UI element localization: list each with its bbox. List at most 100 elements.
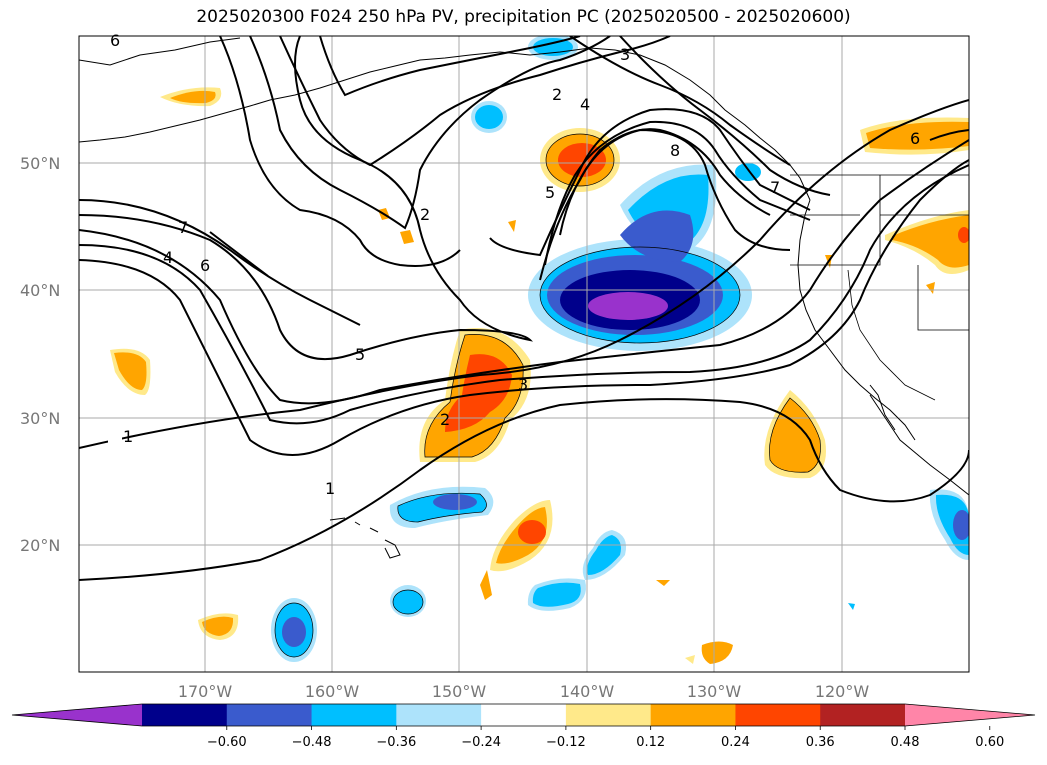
- precip-outline-low: [539, 246, 741, 344]
- lon-label-150w: 150°W: [432, 682, 487, 701]
- precip-outlines: [274, 133, 821, 658]
- lon-label-170w: 170°W: [178, 682, 233, 701]
- pv-contour-1-north: [79, 99, 969, 449]
- colorbar-extend-high: [905, 704, 1035, 726]
- colorbar-segment: [396, 704, 482, 726]
- precip-negative-south-core: [532, 582, 581, 607]
- precip-positive-east-core: [769, 398, 821, 473]
- graticule: [79, 36, 969, 672]
- colorbar-segment: [481, 704, 567, 726]
- precip-outline-small-1: [392, 589, 424, 615]
- precip-positive-small-3: [480, 570, 492, 600]
- precip-negative-small-3-core: [475, 105, 503, 129]
- colorbar-segment: [820, 704, 906, 726]
- pv-contours: [79, 36, 969, 581]
- contour-label-5b: 5: [545, 183, 555, 202]
- contour-label-7a: 7: [178, 218, 188, 237]
- colorbar-tick-label: 0.24: [721, 735, 750, 750]
- contour-label-6a: 6: [200, 256, 210, 275]
- contour-label-bg: [108, 425, 122, 445]
- pv-contour-trough-3: [319, 36, 581, 97]
- precip-positive-coast-ring: [892, 215, 969, 268]
- precip-negative-small-1-core: [393, 590, 423, 614]
- contour-label-4a: 4: [163, 248, 173, 267]
- coast-hawaii: [329, 517, 401, 559]
- precip-outline-north: [545, 133, 615, 187]
- map-frame: [78, 35, 970, 673]
- coast-alaska: [79, 47, 811, 201]
- colorbar-tick-label: −0.24: [461, 735, 501, 750]
- precip-negative-band-south-core: [433, 494, 477, 510]
- colorbar: −0.60 −0.48 −0.36 −0.24 −0.12 0.12 0.24 0.36 0.4…: [11, 703, 1036, 750]
- precip-negative-peak: [588, 292, 668, 320]
- coast-north: [79, 37, 241, 66]
- precip-positive-small-2: [685, 655, 695, 664]
- colorbar-tick-label: 0.36: [806, 735, 835, 750]
- lat-label-30n: 30°N: [20, 409, 60, 428]
- pv-contour-7-west: [209, 231, 269, 277]
- contour-label-5a: 5: [355, 345, 365, 364]
- lat-label-40n: 40°N: [20, 281, 60, 300]
- colorbar-segment: [735, 704, 821, 726]
- contour-label-3a: 3: [518, 375, 528, 394]
- precip-negative-arm-core: [620, 210, 694, 262]
- colorbar-tick-label: −0.60: [207, 735, 247, 750]
- pv-contour-5-west: [79, 36, 534, 361]
- lat-label-20n: 20°N: [20, 536, 60, 555]
- precip-negative-small-5: [735, 163, 761, 181]
- colorbar-tick-label: −0.48: [292, 735, 332, 750]
- pv-contour-low-outer: [489, 108, 811, 257]
- precipitation-shading: [110, 36, 969, 664]
- precip-outline-band: [424, 334, 524, 458]
- contour-labels: 1 1 2 3 4 6 7 5 2 2 4 8 5 7 6 3 6: [108, 31, 920, 498]
- colorbar-extend-low: [12, 704, 142, 726]
- precip-positive-small-6: [508, 220, 516, 232]
- contour-label-1b: 1: [325, 479, 335, 498]
- lon-label-120w: 120°W: [815, 682, 870, 701]
- pv-contour-northeast: [929, 129, 969, 141]
- pv-contour-low-middle: [544, 120, 811, 266]
- pv-contour-4: [79, 139, 969, 405]
- colorbar-tick-label: 0.12: [636, 735, 665, 750]
- pv-contour-6-west: [79, 199, 361, 326]
- precip-negative-edge-ring: [935, 494, 969, 555]
- border-us-mexico: [847, 269, 936, 401]
- contour-label-4b: 4: [580, 95, 590, 114]
- chart-title: 2025020300 F024 250 hPa PV, precipitatio…: [196, 7, 851, 27]
- precip-positive-small-1: [701, 641, 733, 664]
- lat-label-50n: 50°N: [20, 154, 60, 173]
- colorbar-tick-label: −0.36: [376, 735, 416, 750]
- precip-positive-west-core: [114, 352, 147, 390]
- precip-positive-small-8: [926, 282, 935, 294]
- pv-contour-ridge-1: [619, 36, 831, 196]
- colorbar-segment: [311, 704, 397, 726]
- pv-contour-2: [79, 159, 969, 456]
- precip-outline-east: [769, 397, 821, 473]
- contour-label-6c: 6: [110, 31, 120, 50]
- coast-baja: [869, 384, 896, 431]
- pv-contour-ridge-2: [569, 36, 791, 166]
- precip-positive-south-core: [518, 520, 546, 544]
- pv-contour-trough-2: [279, 36, 671, 167]
- precip-negative-small-2-core: [282, 617, 306, 647]
- longitude-labels: 170°W 160°W 150°W 140°W 130°W 120°W: [178, 682, 870, 701]
- colorbar-segment: [142, 704, 228, 726]
- colorbar-outline: [11, 703, 1036, 727]
- pv-contour-1-south: [79, 398, 969, 581]
- political-borders: [790, 174, 969, 331]
- contour-label-3b: 3: [620, 45, 630, 64]
- pv-contour-low-core: [539, 128, 791, 281]
- precip-positive-small-9: [656, 580, 670, 586]
- contour-label-2c: 2: [552, 85, 562, 104]
- lon-label-140w: 140°W: [560, 682, 615, 701]
- latitude-labels: 50°N 40°N 30°N 20°N: [20, 154, 60, 555]
- colorbar-segment: [226, 704, 313, 726]
- colorbar-tick-label: 0.48: [891, 735, 920, 750]
- colorbar-segment: [650, 704, 736, 726]
- precip-negative-tiny: [848, 603, 855, 610]
- contour-label-8a: 8: [670, 141, 680, 160]
- contour-label-2a: 2: [440, 410, 450, 429]
- contour-label-6b: 6: [910, 129, 920, 148]
- precip-negative-edge-core: [953, 510, 969, 540]
